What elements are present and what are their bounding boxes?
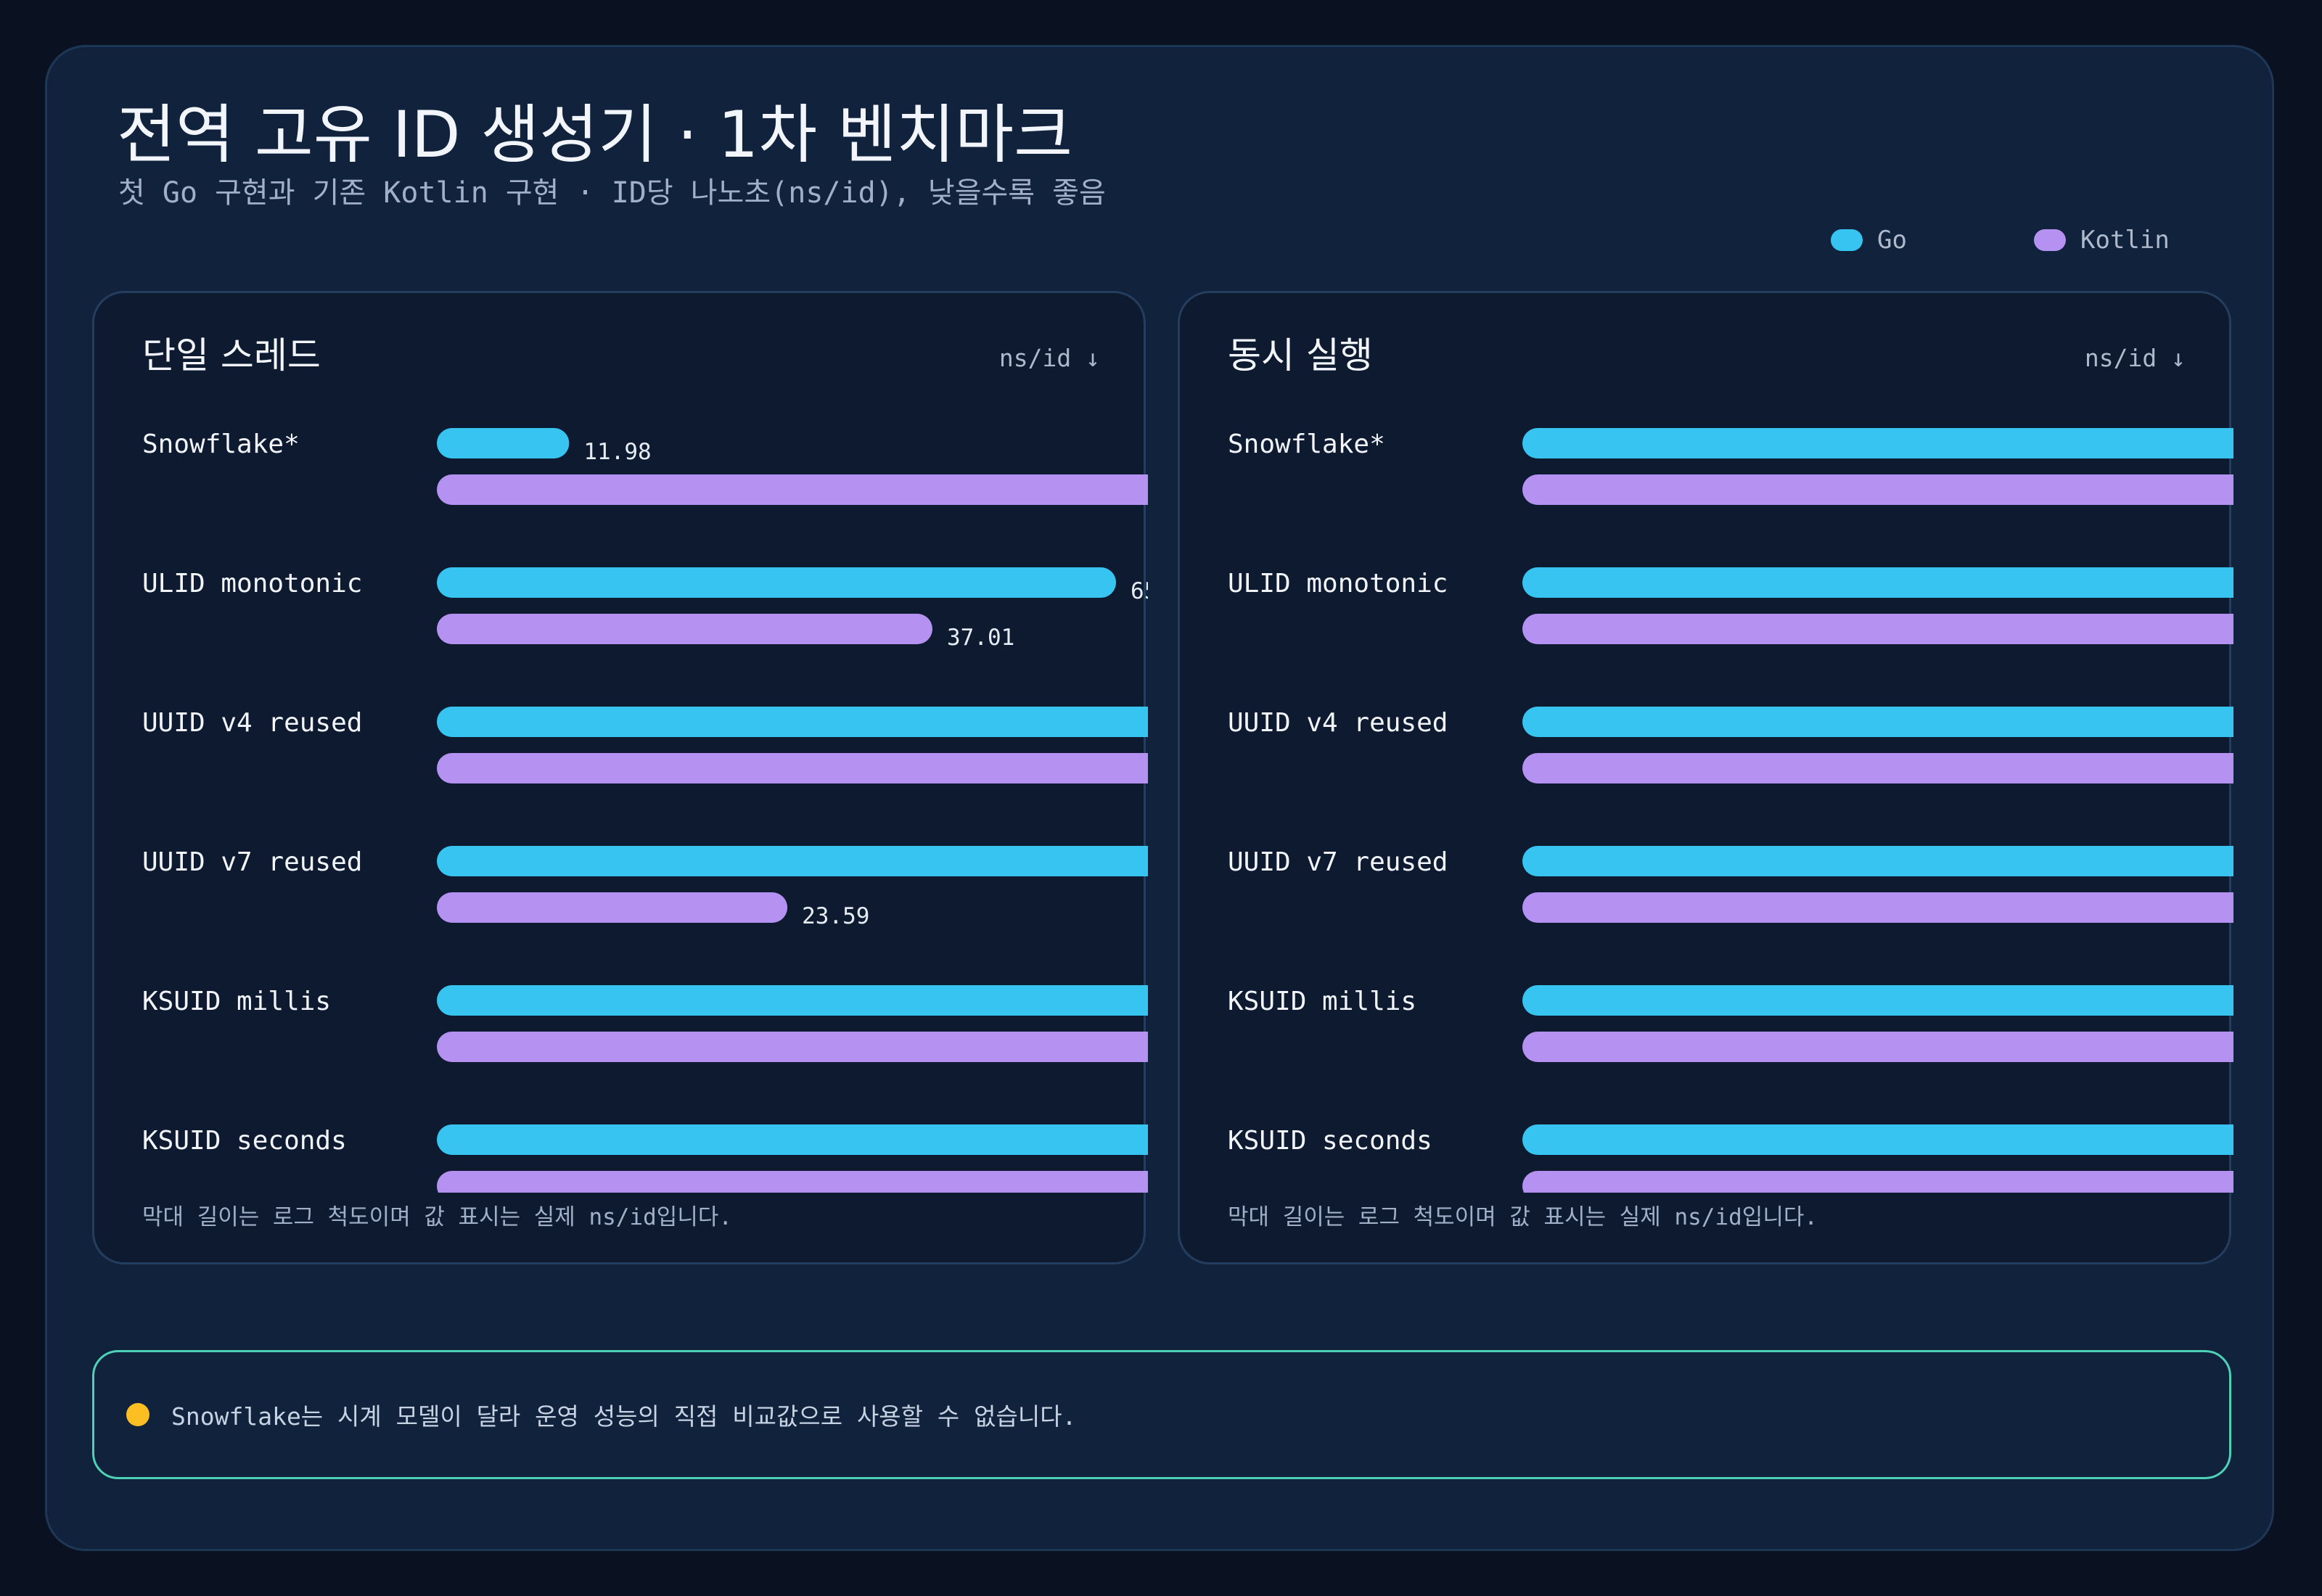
bar-go-uuid-v7-reused [437,846,1148,876]
notice-text: Snowflake는 시계 모델이 달라 운영 성능의 직접 비교값으로 사용할… [171,1402,1077,1431]
category-label-snowflake: Snowflake* [142,429,300,459]
category-label-uuid-v4-reused: UUID v4 reused [1228,708,1448,738]
category-label-ulid-monotonic: ULID monotonic [142,569,362,598]
bar-chart-single-thread: Snowflake*11.98244.06ULID monotonic65.45… [94,293,1148,1193]
chart-svg: Snowflake*11.98244.06ULID monotonic65.45… [142,428,1148,1193]
bar-go-ulid-monotonic [437,567,1117,598]
panel-unit-label: ns/id ↓ [2084,344,2186,372]
category-label-ksuid-millis: KSUID millis [1228,987,1416,1016]
bar-kotlin-ulid-monotonic [437,614,933,644]
panel-note: 막대 길이는 로그 척도이며 값 표시는 실제 ns/id입니다. [1228,1204,1818,1230]
bar-go-uuid-v4-reused [437,707,1148,737]
panel-title: 동시 실행 [1228,334,1373,377]
dashboard-card: 전역 고유 ID 생성기 · 1차 벤치마크 첫 Go 구현과 기존 Kotli… [45,45,2274,1551]
value-label-go-snowflake: 11.98 [583,439,651,465]
bar-go-snowflake [1522,428,2233,458]
bar-kotlin-uuid-v4-reused [437,753,1148,783]
bar-kotlin-snowflake [1522,474,2233,505]
bar-go-uuid-v7-reused [1522,846,2233,876]
legend-item-kotlin: Kotlin [2034,224,2170,256]
bar-kotlin-uuid-v7-reused [437,892,788,923]
bar-kotlin-ksuid-seconds [1522,1171,2233,1193]
legend-swatch-kotlin [2034,229,2066,251]
bar-kotlin-ksuid-millis [437,1032,1148,1062]
bar-kotlin-ksuid-millis [1522,1032,2233,1062]
category-label-uuid-v4-reused: UUID v4 reused [142,708,362,738]
bar-go-uuid-v4-reused [1522,707,2233,737]
value-label-kotlin-uuid-v7-reused: 23.59 [802,903,869,929]
value-label-go-ulid-monotonic: 65.45 [1131,578,1148,604]
legend-swatch-go [1831,229,1863,251]
bar-kotlin-uuid-v4-reused [1522,753,2233,783]
chart-svg: Snowflake*92.37373.89ULID monotonic190.5… [1228,428,2233,1193]
bar-go-ksuid-seconds [1522,1124,2233,1155]
bar-go-ulid-monotonic [1522,567,2233,598]
panel-note: 막대 길이는 로그 척도이며 값 표시는 실제 ns/id입니다. [142,1204,733,1230]
category-label-ksuid-millis: KSUID millis [142,987,331,1016]
bar-go-ksuid-millis [1522,985,2233,1016]
category-label-ulid-monotonic: ULID monotonic [1228,569,1448,598]
bar-go-ksuid-millis [437,985,1148,1016]
legend-label-kotlin: Kotlin [2080,226,2170,255]
category-label-ksuid-seconds: KSUID seconds [142,1126,347,1156]
bar-chart-concurrent: Snowflake*92.37373.89ULID monotonic190.5… [1180,293,2233,1193]
bar-kotlin-uuid-v7-reused [1522,892,2233,923]
notice-banner: Snowflake는 시계 모델이 달라 운영 성능의 직접 비교값으로 사용할… [92,1350,2231,1479]
panel-single-thread: 단일 스레드 ns/id ↓ Snowflake*11.98244.06ULID… [92,291,1148,1264]
value-label-kotlin-ulid-monotonic: 37.01 [947,625,1014,651]
page-subtitle: 첫 Go 구현과 기존 Kotlin 구현 · ID당 나노초(ns/id), … [118,176,1106,210]
panel-unit-label: ns/id ↓ [998,344,1100,372]
legend-label-go: Go [1877,226,1907,255]
category-label-ksuid-seconds: KSUID seconds [1228,1126,1432,1156]
bar-kotlin-ksuid-seconds [437,1171,1148,1193]
bar-kotlin-snowflake [437,474,1148,505]
bar-go-snowflake [437,428,570,458]
panel-title: 단일 스레드 [142,334,321,377]
warning-dot-icon [126,1403,149,1426]
page-title: 전역 고유 ID 생성기 · 1차 벤치마크 [117,97,1073,172]
category-label-uuid-v7-reused: UUID v7 reused [1228,847,1448,877]
legend-item-go: Go [1831,224,1907,256]
bar-kotlin-ulid-monotonic [1522,614,2233,644]
category-label-snowflake: Snowflake* [1228,429,1385,459]
category-label-uuid-v7-reused: UUID v7 reused [142,847,362,877]
bar-go-ksuid-seconds [437,1124,1148,1155]
panel-concurrent: 동시 실행 ns/id ↓ Snowflake*92.37373.89ULID … [1178,291,2233,1264]
